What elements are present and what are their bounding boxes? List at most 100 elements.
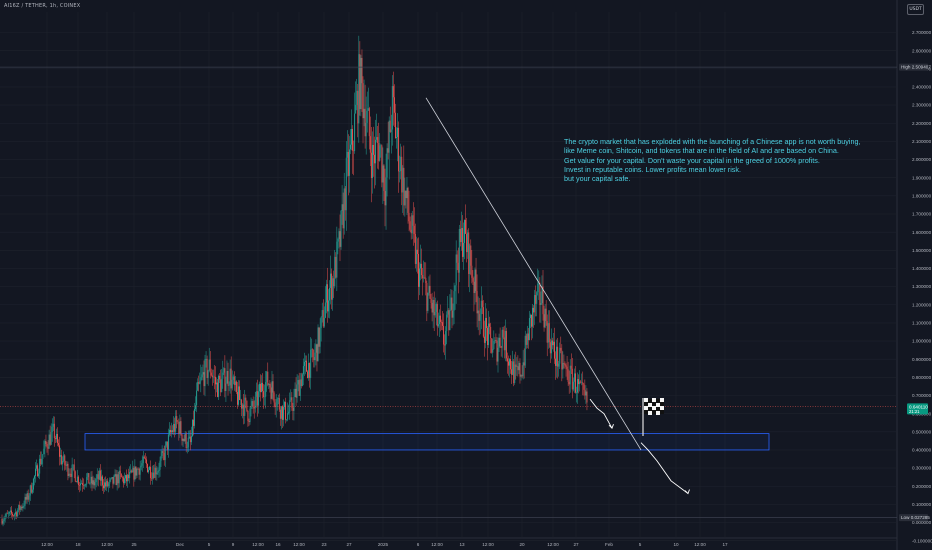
- candle-body: [458, 228, 460, 273]
- candle-body: [283, 407, 284, 420]
- candle-body: [576, 392, 577, 394]
- candle-body: [139, 467, 141, 475]
- candle-body: [12, 513, 13, 516]
- candle-body: [94, 482, 96, 486]
- candle: [561, 344, 563, 382]
- current-price-value: 0.640110: [909, 404, 928, 409]
- candle: [110, 477, 112, 482]
- candle-body: [290, 397, 292, 401]
- candle-body: [70, 473, 72, 477]
- candle-body: [2, 521, 4, 524]
- candle-body: [132, 467, 134, 473]
- candle-body: [307, 371, 309, 378]
- time-axis[interactable]: 12:00 18 12:00 25 Dec 5 9 12:00 16 12:00 23 27 2025 6…: [41, 542, 728, 547]
- candle-body: [347, 151, 349, 176]
- candle: [467, 229, 469, 259]
- candle-body: [230, 368, 232, 389]
- candle: [20, 505, 22, 513]
- candle: [252, 396, 254, 414]
- x-tick-label: 27: [346, 542, 352, 547]
- candle: [397, 113, 398, 162]
- candle-body: [122, 477, 124, 484]
- candle-body: [163, 452, 165, 461]
- y-tick-label: 2.600000: [912, 48, 932, 53]
- candle-body: [370, 152, 372, 179]
- candle-body: [460, 228, 462, 243]
- candle: [194, 402, 195, 429]
- candle-body: [477, 310, 479, 314]
- candle: [483, 320, 485, 357]
- low-price-tag-bg: [899, 514, 928, 522]
- candle: [112, 476, 114, 489]
- candle-body: [463, 242, 464, 257]
- candle: [279, 407, 281, 426]
- candle: [257, 384, 259, 414]
- candle: [218, 374, 220, 401]
- candle-body: [121, 477, 123, 478]
- flag-square: [656, 411, 660, 415]
- candle: [434, 297, 436, 318]
- candle: [33, 475, 35, 486]
- candle-body: [524, 335, 526, 366]
- candle: [486, 308, 487, 341]
- candle-body: [253, 406, 255, 409]
- candle-body: [408, 212, 410, 222]
- flag-square: [652, 402, 656, 406]
- candle-body: [107, 480, 109, 487]
- candle-body: [468, 232, 470, 275]
- candle-body: [396, 137, 397, 138]
- x-tick-label: 6: [417, 542, 420, 547]
- candle: [260, 374, 261, 402]
- candle-body: [520, 375, 522, 377]
- candle-body: [491, 338, 493, 353]
- candle: [312, 348, 314, 363]
- candle-body: [117, 474, 119, 484]
- candle-body: [339, 231, 341, 247]
- candle-body: [84, 485, 86, 486]
- candle-body: [333, 278, 335, 287]
- price-axis[interactable]: 2.7000002.6000002.5000002.4000002.300000…: [899, 30, 932, 543]
- annotation-text[interactable]: The crypto market that has exploded with…: [564, 137, 860, 183]
- candle: [477, 296, 479, 331]
- candle-body: [317, 327, 319, 362]
- candle: [245, 394, 247, 409]
- candle: [223, 367, 225, 376]
- candle-body: [348, 149, 350, 176]
- candle: [104, 477, 105, 492]
- candle-body: [180, 421, 182, 435]
- candle-body: [42, 454, 44, 460]
- candle: [15, 508, 17, 519]
- candle-body: [466, 233, 468, 253]
- candle: [519, 358, 521, 384]
- candle-body: [431, 302, 433, 313]
- currency-button[interactable]: USDT: [907, 4, 924, 15]
- candle-body: [351, 129, 352, 145]
- candle: [470, 239, 472, 276]
- candle: [55, 428, 57, 443]
- y-tick-label: 2.100000: [912, 139, 932, 144]
- candle-body: [395, 112, 396, 138]
- candle-body: [542, 286, 544, 315]
- y-tick-label: 1.700000: [912, 212, 932, 217]
- candle: [275, 394, 277, 418]
- x-tick-label: 20: [519, 542, 525, 547]
- candle-body: [222, 372, 224, 379]
- candle-body: [422, 275, 424, 279]
- candle: [215, 366, 216, 397]
- candle: [334, 249, 336, 289]
- candle-body: [138, 468, 140, 475]
- candle-body: [28, 495, 30, 500]
- candle: [347, 134, 349, 196]
- candle-body: [238, 386, 239, 405]
- candle: [454, 285, 456, 310]
- candle-body: [450, 297, 452, 310]
- candle: [175, 410, 177, 436]
- candle-body: [568, 381, 570, 385]
- candle: [321, 302, 323, 323]
- candle-body: [50, 432, 52, 445]
- candle: [489, 316, 491, 335]
- candle: [441, 319, 442, 331]
- candle-body: [558, 363, 560, 367]
- candle: [538, 270, 540, 300]
